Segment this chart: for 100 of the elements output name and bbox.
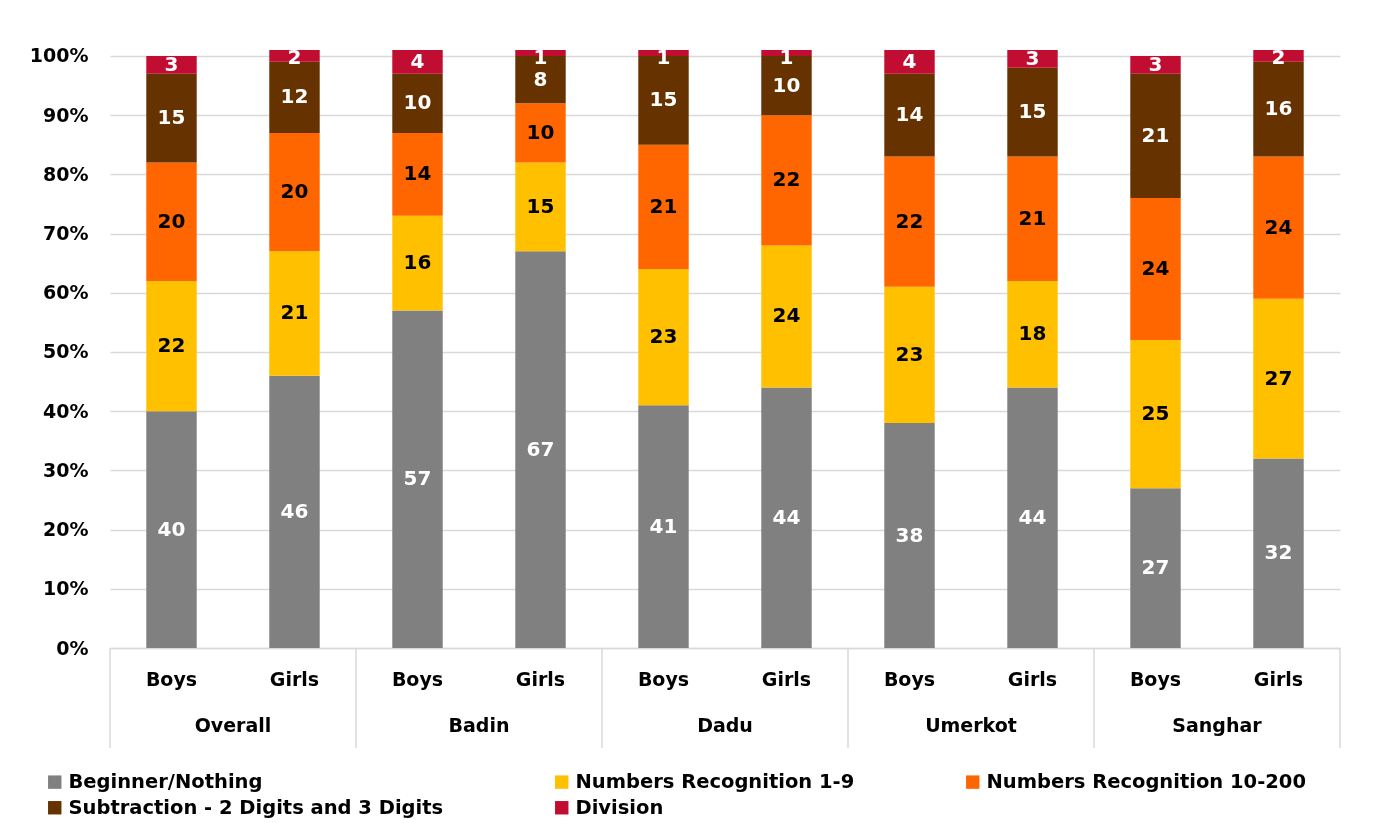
y-tick-label: 40% xyxy=(43,399,89,422)
bar xyxy=(392,50,443,74)
data-label: 10 xyxy=(403,90,432,115)
data-label: 15 xyxy=(157,105,186,130)
x-tick-label: Boys xyxy=(883,667,936,690)
data-label: 4 xyxy=(902,48,917,73)
bar xyxy=(269,251,320,376)
data-label: 22 xyxy=(895,208,924,233)
data-label: 4 xyxy=(410,48,425,73)
data-label: 8 xyxy=(533,66,548,91)
bar xyxy=(1007,67,1058,157)
bar xyxy=(515,162,566,252)
data-label: 3 xyxy=(1025,45,1040,70)
data-label: 14 xyxy=(403,161,432,186)
y-tick-label: 20% xyxy=(43,518,89,541)
data-label: 21 xyxy=(280,300,309,325)
data-label: 24 xyxy=(772,303,801,328)
bar xyxy=(1130,488,1181,648)
bar xyxy=(638,144,689,270)
data-label: 44 xyxy=(772,504,801,529)
y-tick-label: 10% xyxy=(43,577,89,600)
bar xyxy=(884,423,935,648)
legend-label: Division xyxy=(575,795,664,819)
data-label: 1 xyxy=(779,44,794,69)
bar xyxy=(392,215,443,311)
bar xyxy=(761,115,812,246)
data-label: 23 xyxy=(895,341,924,366)
text: Overall xyxy=(194,714,272,736)
data-label: 27 xyxy=(1264,365,1293,390)
bar xyxy=(761,245,812,388)
bar xyxy=(884,156,935,287)
data-label: 10 xyxy=(772,72,801,97)
data-label: 24 xyxy=(1141,256,1170,281)
data-label: 15 xyxy=(649,87,678,112)
x-tick-label: Girls xyxy=(1007,667,1058,690)
data-label: 20 xyxy=(280,179,309,204)
bar xyxy=(392,132,443,216)
data-label: 2 xyxy=(1271,44,1286,69)
bar xyxy=(515,103,566,163)
data-label: 21 xyxy=(1141,122,1170,147)
data-label: 10 xyxy=(526,119,555,144)
bar xyxy=(269,375,320,648)
data-label: 20 xyxy=(157,208,186,233)
data-label: 38 xyxy=(895,522,924,547)
data-label: 46 xyxy=(280,498,309,523)
x-tick-label: Girls xyxy=(515,667,566,690)
data-label: 2 xyxy=(287,44,302,69)
data-label: 16 xyxy=(403,250,432,275)
data-label: 1 xyxy=(533,44,548,69)
x-tick-label: Boys xyxy=(391,667,444,690)
legend-label: Numbers Recognition 1-9 xyxy=(575,770,855,794)
data-label: 24 xyxy=(1264,214,1293,239)
data-label: 27 xyxy=(1141,555,1170,580)
data-label: 21 xyxy=(1018,205,1047,230)
data-label: 3 xyxy=(1148,51,1163,76)
y-tick-label: 30% xyxy=(43,458,89,481)
data-label: 25 xyxy=(1141,401,1170,426)
data-label: 23 xyxy=(649,324,678,349)
bar xyxy=(884,50,935,74)
bar xyxy=(1007,156,1058,281)
bar xyxy=(392,310,443,648)
bar xyxy=(146,73,197,163)
data-label: 15 xyxy=(1018,99,1047,124)
y-tick-label: 80% xyxy=(43,162,89,185)
bar xyxy=(1007,387,1058,648)
data-label: 67 xyxy=(526,436,555,461)
text: Dadu xyxy=(697,714,753,736)
data-label: 22 xyxy=(772,167,801,192)
x-tick-label: Boys xyxy=(145,667,198,690)
bar xyxy=(1253,458,1304,648)
x-tick-label: Boys xyxy=(637,667,690,690)
y-tick-label: 50% xyxy=(43,340,89,363)
text: Badin xyxy=(448,714,510,736)
data-label: 14 xyxy=(895,102,924,127)
y-tick-label: 90% xyxy=(43,103,89,126)
legend-label: Beginner/Nothing xyxy=(68,770,263,794)
bar xyxy=(1007,280,1058,388)
data-label: 44 xyxy=(1018,504,1047,529)
data-label: 15 xyxy=(526,193,555,218)
bar xyxy=(1130,340,1181,489)
x-tick-label: Boys xyxy=(1129,667,1182,690)
bar xyxy=(146,162,197,281)
bar xyxy=(638,269,689,406)
data-label: 40 xyxy=(157,516,186,541)
data-label: 3 xyxy=(164,51,179,76)
y-tick-label: 100% xyxy=(29,44,89,67)
data-label: 18 xyxy=(1018,321,1047,346)
bar xyxy=(761,387,812,648)
bar xyxy=(392,73,443,133)
bar xyxy=(884,286,935,424)
bar xyxy=(884,73,935,157)
data-label: 12 xyxy=(280,84,309,109)
x-tick-label: Girls xyxy=(1253,667,1304,690)
x-tick-label: Girls xyxy=(761,667,812,690)
y-tick-label: 70% xyxy=(43,222,89,245)
data-label: 57 xyxy=(403,466,432,491)
bar xyxy=(146,411,197,648)
bar xyxy=(269,132,320,252)
data-label: 1 xyxy=(656,44,671,69)
data-label: 32 xyxy=(1264,540,1293,565)
